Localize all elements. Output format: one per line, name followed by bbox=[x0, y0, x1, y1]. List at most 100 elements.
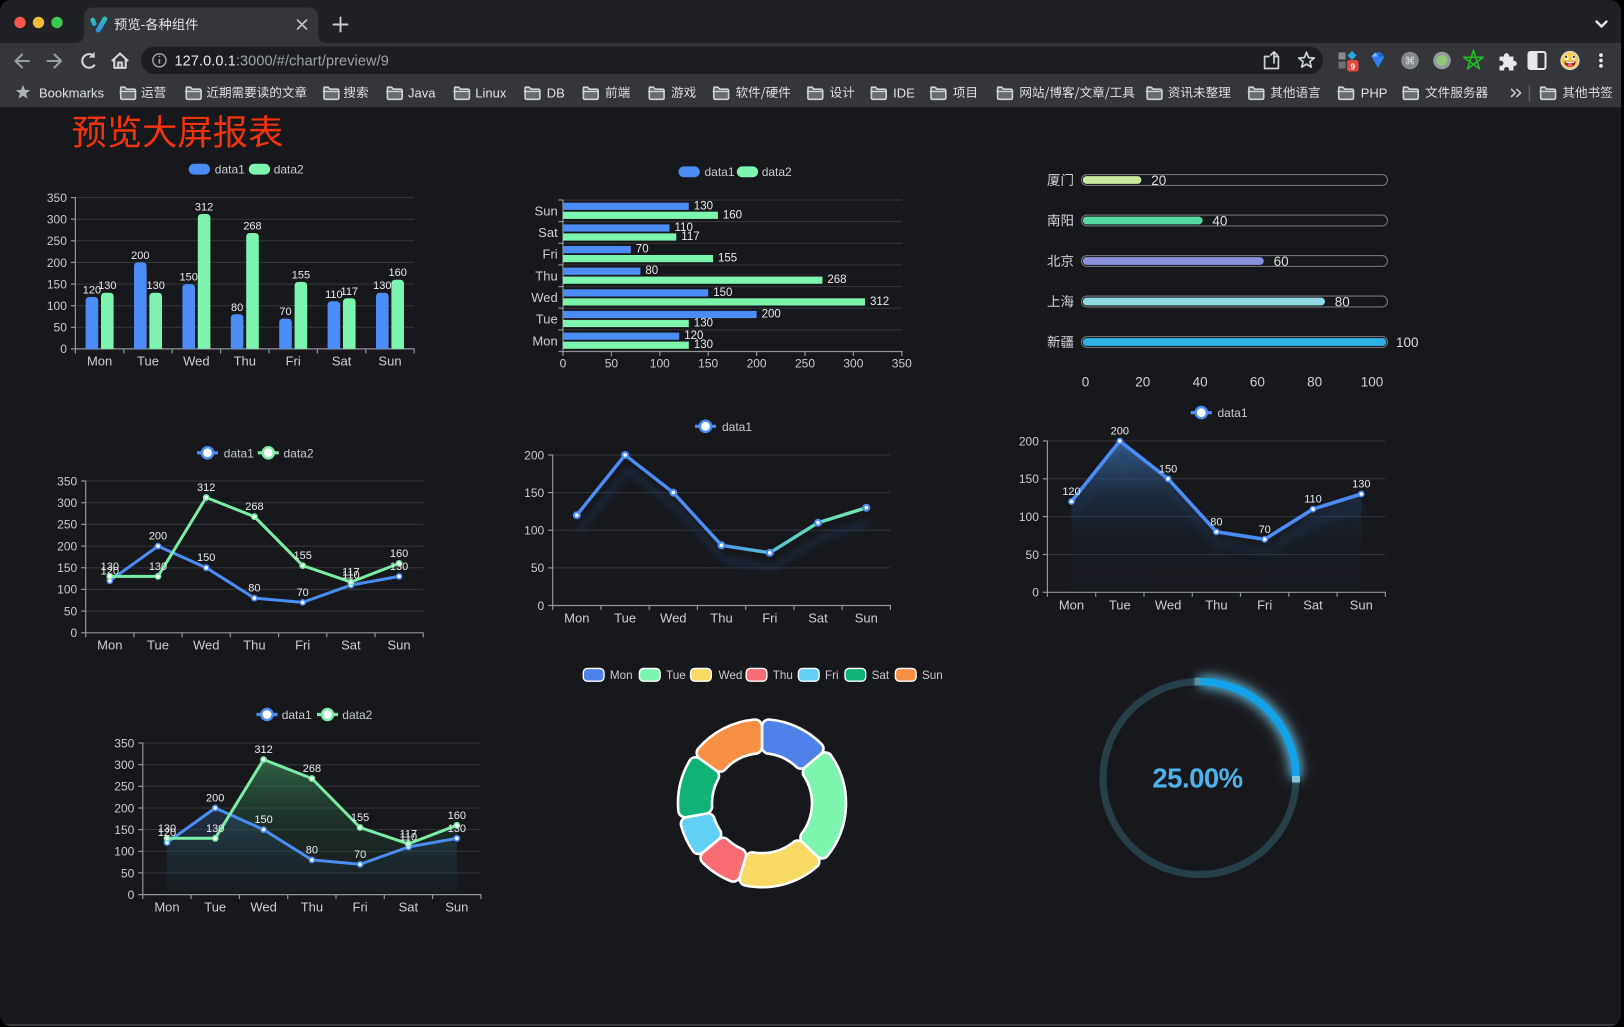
svg-text:70: 70 bbox=[279, 306, 291, 318]
svg-text:80: 80 bbox=[306, 844, 318, 856]
svg-text:120: 120 bbox=[83, 285, 101, 297]
svg-text:60: 60 bbox=[1274, 254, 1289, 269]
svg-text:Fri: Fri bbox=[825, 669, 839, 682]
svg-text:300: 300 bbox=[843, 357, 863, 371]
svg-text:Tue: Tue bbox=[666, 669, 686, 682]
svg-text:Sun: Sun bbox=[388, 638, 411, 653]
svg-text:Fri: Fri bbox=[1257, 597, 1272, 612]
svg-text:Tue: Tue bbox=[137, 353, 159, 368]
svg-text:Sat: Sat bbox=[332, 353, 352, 368]
svg-text:200: 200 bbox=[747, 357, 767, 371]
svg-text:268: 268 bbox=[245, 501, 263, 513]
svg-text:Wed: Wed bbox=[660, 610, 687, 625]
svg-text:117: 117 bbox=[681, 231, 699, 243]
svg-text:117: 117 bbox=[341, 286, 359, 298]
svg-text:Mon: Mon bbox=[610, 669, 633, 682]
svg-text:130: 130 bbox=[694, 200, 713, 212]
svg-text:Wed: Wed bbox=[183, 353, 210, 368]
svg-text:Sat: Sat bbox=[1303, 597, 1323, 612]
svg-text:0: 0 bbox=[71, 626, 78, 640]
svg-text:DB: DB bbox=[547, 85, 565, 100]
svg-text:Thu: Thu bbox=[243, 638, 265, 653]
svg-text:100: 100 bbox=[524, 524, 544, 538]
svg-text:200: 200 bbox=[206, 793, 224, 805]
svg-text:PHP: PHP bbox=[1361, 85, 1388, 100]
svg-text:50: 50 bbox=[605, 357, 619, 371]
svg-text:117: 117 bbox=[400, 828, 418, 840]
svg-text:⌘: ⌘ bbox=[1405, 55, 1416, 67]
svg-text:Sun: Sun bbox=[1350, 597, 1373, 612]
svg-text:120: 120 bbox=[101, 565, 119, 577]
svg-text:0: 0 bbox=[538, 599, 545, 613]
svg-text:0: 0 bbox=[560, 357, 567, 371]
svg-text:data2: data2 bbox=[284, 446, 314, 460]
svg-text:110: 110 bbox=[1304, 494, 1322, 506]
svg-text:120: 120 bbox=[684, 330, 703, 342]
svg-text:0: 0 bbox=[1082, 375, 1090, 390]
svg-text:100: 100 bbox=[47, 299, 67, 313]
svg-text:data2: data2 bbox=[342, 708, 372, 722]
svg-text:312: 312 bbox=[197, 482, 215, 494]
svg-text:350: 350 bbox=[57, 474, 77, 488]
svg-text:150: 150 bbox=[524, 486, 544, 500]
svg-text:Mon: Mon bbox=[564, 610, 589, 625]
svg-text:350: 350 bbox=[114, 736, 134, 750]
svg-text:40: 40 bbox=[1193, 375, 1208, 390]
svg-text:80: 80 bbox=[1210, 516, 1222, 528]
svg-text:312: 312 bbox=[254, 744, 272, 756]
svg-text:268: 268 bbox=[243, 221, 261, 233]
svg-text:150: 150 bbox=[180, 272, 198, 284]
svg-text:100: 100 bbox=[1396, 335, 1419, 350]
svg-text:Sun: Sun bbox=[445, 900, 468, 915]
svg-text:Sat: Sat bbox=[399, 900, 419, 915]
svg-text:160: 160 bbox=[389, 267, 407, 279]
svg-text:25.00%: 25.00% bbox=[1152, 763, 1242, 794]
svg-text:9: 9 bbox=[1350, 61, 1355, 71]
svg-text:110: 110 bbox=[675, 222, 693, 234]
svg-text:Tue: Tue bbox=[147, 638, 169, 653]
svg-text:50: 50 bbox=[531, 561, 545, 575]
svg-text:127.0.0.1:3000/#/chart/preview: 127.0.0.1:3000/#/chart/preview/9 bbox=[175, 53, 389, 69]
svg-text:155: 155 bbox=[292, 269, 310, 281]
svg-text:data1: data1 bbox=[1218, 406, 1248, 420]
svg-text:100: 100 bbox=[650, 357, 670, 371]
svg-text:data1: data1 bbox=[215, 163, 245, 177]
svg-text:Thu: Thu bbox=[234, 353, 256, 368]
svg-text:Thu: Thu bbox=[1205, 597, 1227, 612]
svg-text:100: 100 bbox=[1361, 375, 1384, 390]
svg-text:Wed: Wed bbox=[193, 638, 220, 653]
svg-text:130: 130 bbox=[101, 561, 119, 573]
svg-text:130: 130 bbox=[694, 339, 713, 351]
svg-text:IDE: IDE bbox=[893, 85, 915, 100]
svg-text:150: 150 bbox=[698, 357, 718, 371]
svg-text:Wed: Wed bbox=[719, 669, 743, 682]
svg-text:100: 100 bbox=[114, 845, 134, 859]
svg-text:Wed: Wed bbox=[531, 290, 558, 305]
svg-text:Java: Java bbox=[408, 85, 436, 100]
svg-text:155: 155 bbox=[351, 812, 369, 824]
svg-text:70: 70 bbox=[354, 849, 366, 861]
svg-text:70: 70 bbox=[636, 244, 649, 256]
svg-text:130: 130 bbox=[149, 561, 167, 573]
svg-text:Sun: Sun bbox=[535, 203, 558, 218]
svg-text:150: 150 bbox=[1159, 463, 1177, 475]
svg-text:80: 80 bbox=[645, 265, 658, 277]
svg-text:80: 80 bbox=[231, 302, 243, 314]
svg-text:Tue: Tue bbox=[536, 312, 558, 327]
svg-text:80: 80 bbox=[1335, 294, 1350, 309]
svg-text:200: 200 bbox=[762, 309, 781, 321]
svg-text:Mon: Mon bbox=[87, 353, 112, 368]
svg-text:80: 80 bbox=[1307, 375, 1322, 390]
svg-text:60: 60 bbox=[1250, 375, 1265, 390]
svg-text:70: 70 bbox=[297, 587, 309, 599]
svg-text:250: 250 bbox=[114, 780, 134, 794]
svg-text:Mon: Mon bbox=[154, 900, 179, 915]
svg-text:200: 200 bbox=[1111, 426, 1129, 438]
svg-text:data2: data2 bbox=[762, 165, 792, 179]
svg-text:Bookmarks: Bookmarks bbox=[39, 85, 105, 100]
svg-text:150: 150 bbox=[254, 814, 272, 826]
svg-text:150: 150 bbox=[197, 552, 215, 564]
svg-text:130: 130 bbox=[206, 823, 224, 835]
svg-text:200: 200 bbox=[524, 448, 544, 462]
svg-text:100: 100 bbox=[57, 583, 77, 597]
